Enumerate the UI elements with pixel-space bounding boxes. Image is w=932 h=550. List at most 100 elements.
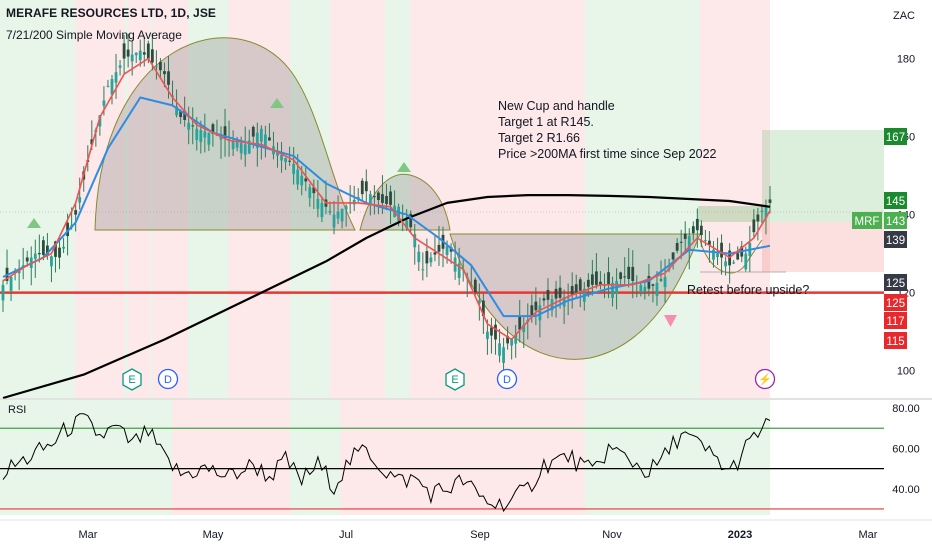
- rsi-pane: [0, 398, 932, 513]
- candle-body: [122, 43, 126, 59]
- candle-body: [207, 132, 211, 145]
- price-tag: [884, 192, 907, 209]
- trend-band: [150, 0, 152, 398]
- earnings-icon: [445, 368, 465, 391]
- candle-body: [651, 284, 655, 286]
- candle-body: [191, 125, 195, 127]
- candle-body: [308, 187, 312, 199]
- candle-body: [328, 210, 332, 213]
- candle-body: [41, 240, 45, 255]
- candle-body: [159, 61, 162, 71]
- symbol-tag: [852, 212, 882, 229]
- candle-body: [46, 245, 49, 256]
- price-tag-label: 125: [886, 298, 905, 310]
- candle-body: [219, 136, 223, 140]
- candle-body: [708, 240, 711, 245]
- x-tick-label: Sep: [470, 529, 490, 541]
- candle-body: [231, 140, 235, 150]
- candle-body: [114, 72, 118, 83]
- candle-body: [490, 327, 493, 336]
- rsi-label: RSI: [8, 404, 27, 416]
- y-tick-label: 100: [897, 366, 915, 378]
- rsi-tick-label: 80.00: [892, 403, 920, 415]
- candle-body: [522, 324, 526, 333]
- candle-body: [90, 139, 94, 145]
- trend-band: [700, 0, 770, 398]
- rsi-band: [0, 400, 172, 515]
- candle-body: [724, 261, 727, 267]
- candle-body: [607, 272, 610, 285]
- candle-body: [336, 211, 340, 219]
- candle-body: [631, 266, 635, 281]
- candle-body: [50, 256, 53, 267]
- candle-body: [546, 289, 550, 300]
- candle-body: [659, 279, 663, 281]
- price-tag-label: 167: [886, 132, 905, 144]
- candle-body: [377, 192, 380, 200]
- rsi-tick-label: 60.00: [892, 443, 920, 455]
- candle-body: [473, 279, 477, 293]
- earnings-icon: [122, 368, 142, 391]
- candle-body: [211, 124, 215, 134]
- x-tick-label: 2023: [728, 529, 752, 541]
- x-tick-label: Jul: [339, 529, 353, 541]
- candle-body: [33, 253, 37, 259]
- candle-body: [255, 132, 259, 148]
- candle-body: [300, 175, 304, 186]
- buy-signal-arrow: [397, 162, 411, 172]
- y-tick-label: 180: [897, 54, 915, 66]
- candle-body: [566, 296, 570, 299]
- candle-body: [433, 252, 437, 255]
- candle-body: [437, 244, 441, 252]
- candle-body: [687, 236, 691, 251]
- candle-body: [155, 66, 158, 68]
- candle-body: [429, 257, 433, 263]
- price-tag-label: 125: [886, 278, 905, 290]
- candle-body: [643, 286, 647, 293]
- candle-body: [679, 241, 683, 243]
- candle-body: [611, 282, 614, 298]
- chart-title: MERAFE RESOURCES LTD, 1D, JSE: [6, 6, 217, 20]
- price-tag-label: 139: [886, 235, 905, 247]
- candle-body: [397, 206, 401, 221]
- candle-body: [574, 284, 578, 293]
- candle-body: [284, 158, 287, 163]
- candle-body: [683, 233, 687, 239]
- candle-body: [102, 100, 106, 106]
- candle-body: [98, 115, 102, 127]
- rsi-line: [2, 413, 771, 513]
- candle-body: [316, 199, 320, 209]
- candle-body: [744, 253, 748, 270]
- candle-body: [502, 347, 505, 363]
- candle-body: [477, 300, 481, 304]
- candle-body: [691, 226, 695, 234]
- candle-body: [623, 276, 627, 278]
- candle-body: [332, 214, 336, 228]
- symbol-tag-label: MRF: [855, 216, 880, 228]
- event-marker-label: D: [164, 374, 172, 386]
- candle-body: [58, 247, 61, 258]
- candle-body: [599, 281, 602, 285]
- candle-body: [62, 246, 65, 249]
- event-marker-label: E: [128, 374, 135, 386]
- candle-body: [9, 277, 13, 291]
- stop-zone: [762, 222, 884, 272]
- candle-body: [54, 241, 57, 257]
- price-tag-label: 143: [886, 216, 905, 228]
- cup-and-handle-drawing: [0, 37, 884, 360]
- target-zone: [762, 130, 884, 222]
- candle-body: [259, 128, 263, 142]
- rsi-band: [172, 400, 290, 515]
- candle-body: [538, 305, 542, 321]
- candle-body: [66, 222, 69, 237]
- candle-body: [510, 339, 514, 346]
- rsi-band: [290, 400, 340, 515]
- candle-body: [405, 220, 409, 228]
- note-line: New Cup and handle: [498, 99, 615, 113]
- dividend-icon: [496, 368, 518, 390]
- candle-body: [647, 275, 651, 289]
- candle-body: [372, 196, 376, 198]
- candle-body: [639, 284, 643, 293]
- candle-body: [320, 202, 324, 218]
